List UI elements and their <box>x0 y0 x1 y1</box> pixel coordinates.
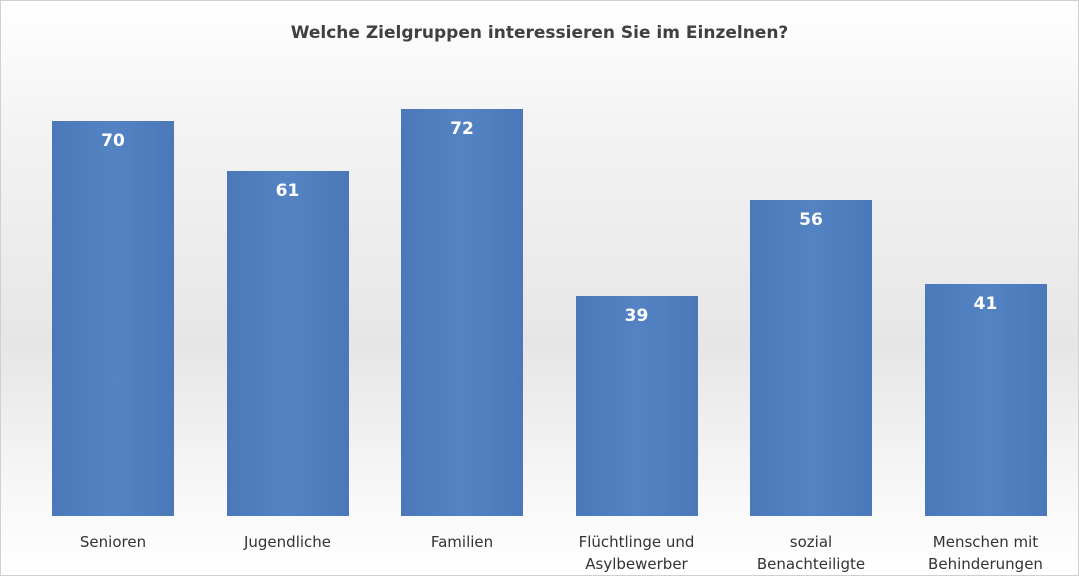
x-tick-label: Familien <box>430 533 494 551</box>
bar <box>750 199 872 516</box>
value-label: 39 <box>624 305 649 326</box>
x-tick-label: Menschen mit Behinderungen <box>928 533 1043 573</box>
value-label: 72 <box>450 119 474 140</box>
bar <box>924 284 1047 516</box>
value-label: 56 <box>799 209 823 230</box>
x-tick-label: Senioren <box>79 533 147 551</box>
bar <box>226 171 349 516</box>
value-label: 41 <box>973 294 998 315</box>
x-tick-label: sozial Benachteiligte <box>756 533 866 573</box>
x-tick-label: Flüchtlinge und Asylbewerber <box>578 533 695 573</box>
bar <box>575 295 698 516</box>
value-label: 61 <box>275 181 300 202</box>
chart-title: Welche Zielgruppen interessieren Sie im … <box>290 23 789 43</box>
value-label: 70 <box>101 130 125 151</box>
bar <box>52 120 174 516</box>
bar <box>401 109 523 516</box>
x-tick-label: Jugendliche <box>243 533 332 551</box>
